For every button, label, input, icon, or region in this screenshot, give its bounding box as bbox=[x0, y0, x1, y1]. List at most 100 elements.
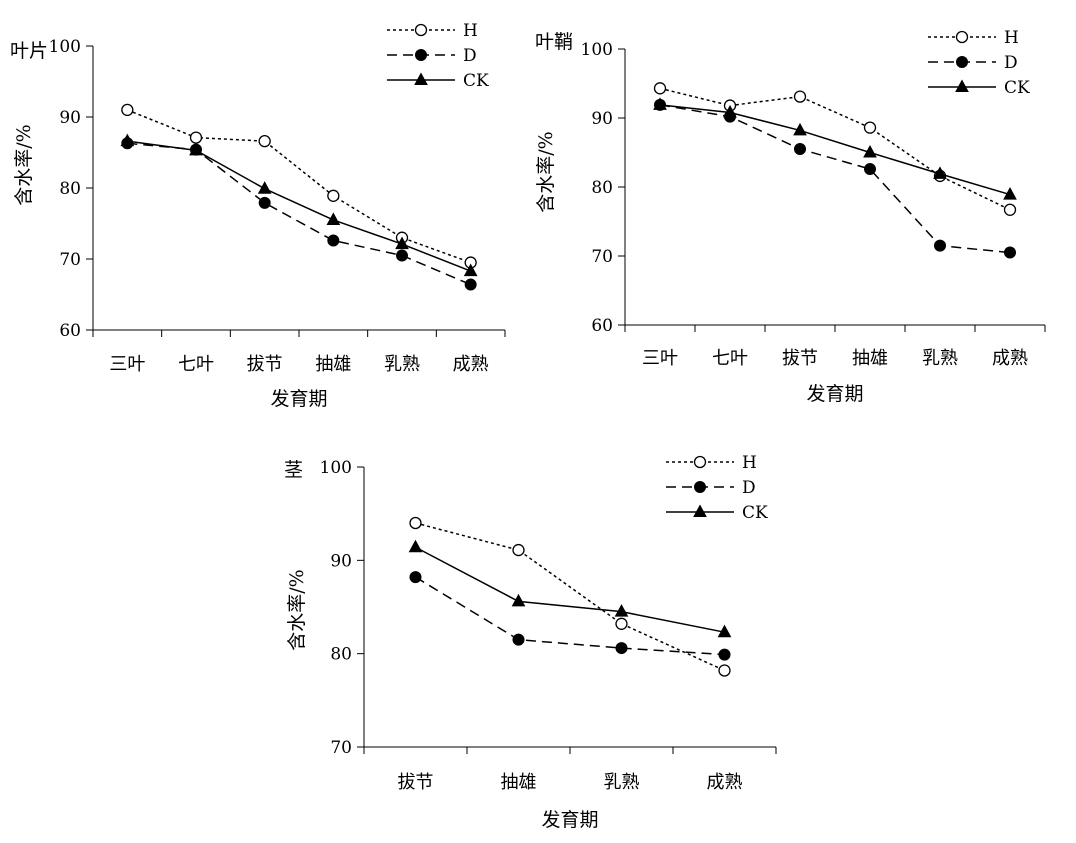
panel-title: 茎 bbox=[284, 459, 303, 481]
series-line-h bbox=[415, 522, 725, 672]
data-point-h bbox=[121, 103, 134, 117]
x-tick-label: 成熟 bbox=[707, 772, 743, 793]
data-point-d bbox=[464, 278, 477, 291]
legend-marker-ck bbox=[693, 504, 707, 517]
y-tick-label: 80 bbox=[59, 179, 81, 199]
y-tick-label: 70 bbox=[59, 250, 81, 270]
data-point-ck bbox=[408, 539, 423, 553]
x-tick-label: 七叶 bbox=[178, 354, 214, 375]
data-point-h bbox=[189, 131, 203, 144]
y-tick-label: 90 bbox=[330, 551, 352, 571]
series-line-h bbox=[659, 87, 1011, 211]
data-point-ck bbox=[395, 236, 409, 250]
data-point-ck bbox=[723, 104, 737, 118]
series-line-ck bbox=[659, 104, 1011, 196]
x-axis-title: 发育期 bbox=[270, 388, 327, 410]
x-tick-label: 三叶 bbox=[109, 354, 145, 375]
series-line-d bbox=[127, 142, 471, 286]
y-tick-label: 80 bbox=[330, 645, 352, 665]
x-tick-label: 七叶 bbox=[712, 348, 748, 369]
data-point-d bbox=[615, 642, 628, 655]
data-point-d bbox=[718, 648, 731, 661]
legend-marker-d bbox=[694, 481, 706, 493]
x-tick-label: 乳熟 bbox=[384, 354, 420, 375]
legend-label-d: D bbox=[742, 478, 756, 498]
data-point-d bbox=[934, 239, 946, 252]
x-axis-title: 发育期 bbox=[541, 809, 598, 831]
data-point-h bbox=[512, 543, 525, 557]
x-tick-label: 抽雄 bbox=[852, 348, 888, 369]
y-axis-title: 含水率/% bbox=[286, 569, 308, 650]
x-tick-label: 成熟 bbox=[992, 348, 1028, 369]
data-point-ck bbox=[653, 97, 667, 110]
legend-marker-d bbox=[415, 49, 427, 61]
y-tick-label: 70 bbox=[330, 738, 352, 758]
data-point-h bbox=[863, 121, 877, 134]
data-point-h bbox=[409, 516, 422, 530]
legend-label-h: H bbox=[463, 21, 478, 41]
legend-label-h: H bbox=[1004, 28, 1019, 48]
data-point-d bbox=[1004, 246, 1016, 259]
x-tick-label: 拔节 bbox=[398, 772, 434, 793]
panel-title: 叶鞘 bbox=[535, 31, 573, 53]
data-point-h bbox=[653, 82, 667, 95]
series-line-ck bbox=[415, 546, 725, 633]
y-tick-label: 60 bbox=[591, 316, 613, 336]
x-tick-label: 抽雄 bbox=[501, 772, 537, 793]
legend-marker-h bbox=[693, 455, 707, 469]
data-point-ck bbox=[793, 122, 807, 136]
y-tick-label: 70 bbox=[591, 247, 613, 267]
x-tick-label: 拔节 bbox=[247, 354, 283, 375]
data-point-h bbox=[327, 189, 340, 202]
y-tick-label: 90 bbox=[59, 108, 81, 128]
x-tick-label: 乳熟 bbox=[604, 772, 640, 793]
data-point-ck bbox=[614, 604, 629, 617]
legend-label-h: H bbox=[742, 453, 757, 473]
series-line-ck bbox=[127, 140, 471, 272]
legend-label-d: D bbox=[463, 46, 477, 66]
data-point-d bbox=[512, 633, 525, 646]
data-point-ck bbox=[511, 593, 526, 607]
data-point-d bbox=[258, 196, 271, 209]
legend-label-ck: CK bbox=[742, 503, 768, 523]
legend-marker-ck bbox=[955, 79, 969, 92]
series-line-h bbox=[127, 109, 471, 264]
x-tick-label: 乳熟 bbox=[922, 348, 958, 369]
data-point-h bbox=[258, 134, 271, 148]
series-line-d bbox=[415, 576, 725, 656]
data-point-d bbox=[327, 234, 340, 247]
data-point-ck bbox=[189, 142, 203, 156]
y-tick-label: 100 bbox=[49, 37, 81, 57]
legend-marker-h bbox=[955, 30, 969, 44]
y-axis-title: 含水率/% bbox=[535, 131, 557, 212]
y-tick-label: 100 bbox=[320, 458, 352, 478]
legend-marker-h bbox=[414, 23, 428, 37]
legend-marker-ck bbox=[414, 72, 428, 85]
data-point-h bbox=[1003, 203, 1017, 216]
y-tick-label: 80 bbox=[591, 178, 613, 198]
data-point-d bbox=[794, 143, 806, 156]
y-axis-title: 含水率/% bbox=[13, 124, 35, 205]
data-point-ck bbox=[463, 263, 478, 277]
data-point-h bbox=[718, 664, 731, 677]
x-axis-title: 发育期 bbox=[806, 383, 863, 405]
y-tick-label: 90 bbox=[591, 109, 613, 129]
data-point-h bbox=[615, 617, 628, 630]
x-tick-label: 成熟 bbox=[453, 354, 489, 375]
data-point-ck bbox=[717, 624, 732, 638]
x-tick-label: 三叶 bbox=[642, 348, 678, 369]
legend-label-ck: CK bbox=[1004, 78, 1030, 98]
y-tick-label: 100 bbox=[581, 40, 613, 60]
data-point-ck bbox=[257, 181, 272, 194]
data-point-ck bbox=[120, 133, 135, 147]
series-line-d bbox=[659, 104, 1011, 254]
x-tick-label: 拔节 bbox=[782, 348, 818, 369]
legend-label-ck: CK bbox=[463, 71, 489, 91]
y-tick-label: 60 bbox=[59, 321, 81, 341]
data-point-d bbox=[409, 571, 422, 584]
data-point-d bbox=[396, 249, 408, 262]
data-point-ck bbox=[863, 144, 877, 158]
legend-marker-d bbox=[956, 56, 968, 68]
